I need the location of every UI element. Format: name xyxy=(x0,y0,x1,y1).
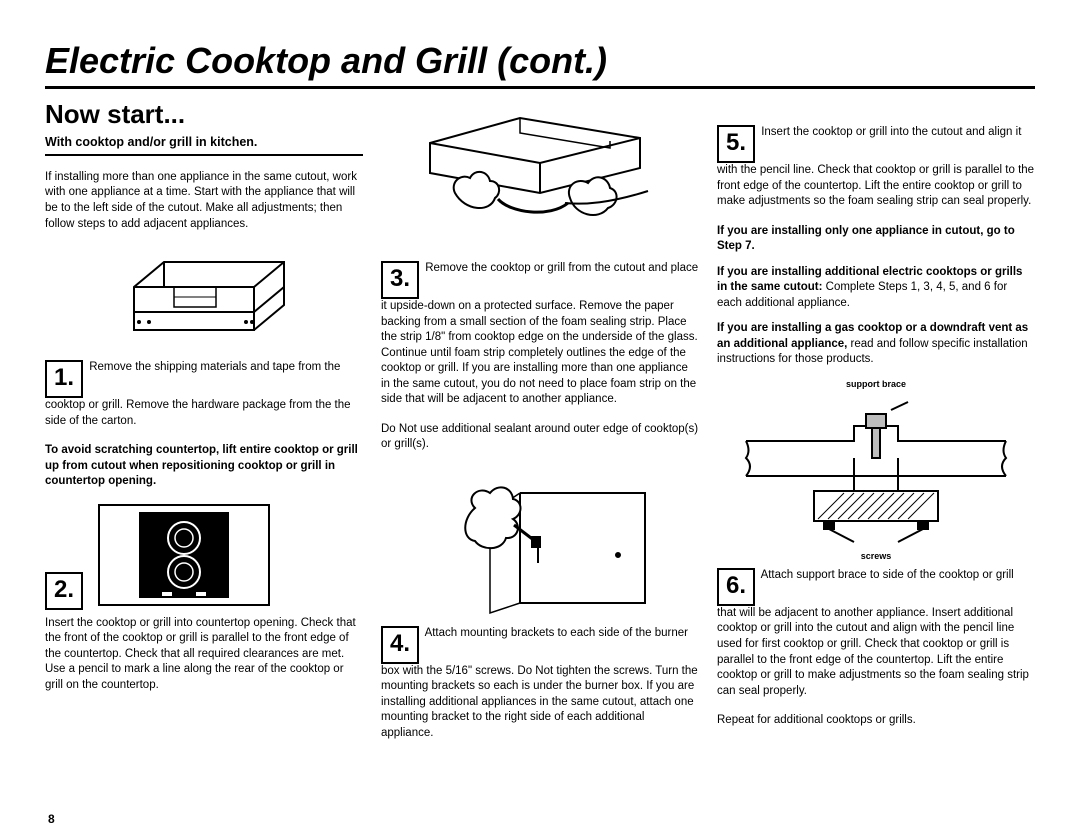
step-6-number: 6. xyxy=(717,568,755,606)
step-1-number: 1. xyxy=(45,360,83,398)
step-4: 4. Attach mounting brackets to each side… xyxy=(381,626,699,742)
intro-text: If installing more than one appliance in… xyxy=(45,170,363,232)
step-2-text: Insert the cooktop or grill into counter… xyxy=(45,616,363,694)
if-one-appliance: If you are installing only one appliance… xyxy=(717,224,1035,255)
support-brace-illustration xyxy=(736,396,1016,546)
if-additional-electric: If you are installing additional electri… xyxy=(717,265,1035,312)
step-1-text: Remove the shipping materials and tape f… xyxy=(45,361,351,427)
support-brace-label: support brace xyxy=(717,378,1035,390)
step-3-text: Remove the cooktop or grill from the cut… xyxy=(381,262,698,405)
step-4-text: Attach mounting brackets to each side of… xyxy=(381,627,698,739)
column-1: Now start... With cooktop and/or grill i… xyxy=(45,97,363,755)
cooktop-top-illustration xyxy=(94,500,274,610)
column-3: 5. Insert the cooktop or grill into the … xyxy=(717,97,1035,755)
page-title: Electric Cooktop and Grill (cont.) xyxy=(45,40,1035,89)
carton-illustration xyxy=(104,242,304,352)
now-start-heading: Now start... xyxy=(45,97,363,132)
column-2: 3. Remove the cooktop or grill from the … xyxy=(381,97,699,755)
step-1: 1. Remove the shipping materials and tap… xyxy=(45,360,363,429)
step-5-number: 5. xyxy=(717,125,755,163)
step-3-number: 3. xyxy=(381,261,419,299)
scratch-warning: To avoid scratching countertop, lift ent… xyxy=(45,443,363,490)
content-columns: Now start... With cooktop and/or grill i… xyxy=(45,97,1035,755)
step-6-text: Attach support brace to side of the cook… xyxy=(717,569,1029,697)
step-4-number: 4. xyxy=(381,626,419,664)
bracket-illustration xyxy=(420,463,660,618)
if-gas-downdraft: If you are installing a gas cooktop or a… xyxy=(717,321,1035,368)
step-6: 6. Attach support brace to side of the c… xyxy=(717,568,1035,699)
step-5-text: Insert the cooktop or grill into the cut… xyxy=(717,126,1034,207)
step-3: 3. Remove the cooktop or grill from the … xyxy=(381,261,699,408)
repeat-text: Repeat for additional cooktops or grills… xyxy=(717,713,1035,729)
step-5: 5. Insert the cooktop or grill into the … xyxy=(717,125,1035,210)
screws-label: screws xyxy=(717,550,1035,562)
step-3-note: Do Not use additional sealant around out… xyxy=(381,422,699,453)
step-2-number: 2. xyxy=(45,572,83,610)
page-number: 8 xyxy=(48,812,55,826)
foam-strip-illustration xyxy=(410,103,670,253)
subheading: With cooktop and/or grill in kitchen. xyxy=(45,134,363,156)
